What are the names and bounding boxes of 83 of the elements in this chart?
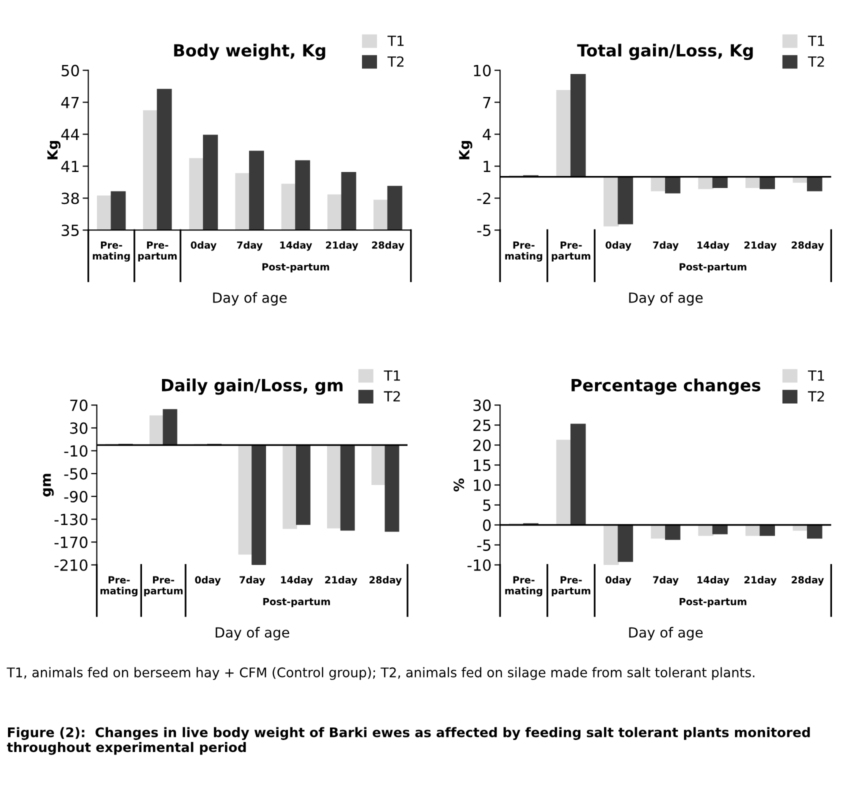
y-tick-label: 44 <box>61 128 80 140</box>
legend-label: T2 <box>384 391 400 402</box>
x-tick-label: 28day <box>792 241 824 251</box>
x-tick-label: 0day <box>195 576 221 586</box>
legend-label: T1 <box>384 370 400 381</box>
x-tick-label: Pre- mating <box>92 242 130 262</box>
y-tick-label: -5 <box>477 224 490 236</box>
y-tick-label: 20 <box>473 440 491 452</box>
legend-label: T2 <box>808 391 824 402</box>
x-tick-label: 7day <box>653 241 679 251</box>
x-tick-label: 7day <box>653 576 679 586</box>
x-tick-label: 28day <box>372 241 404 251</box>
y-tick-label: 38 <box>62 192 79 204</box>
y-tick-label: 41 <box>61 160 79 172</box>
x-tick-label: 7day <box>240 576 266 586</box>
legend-label: T2 <box>808 56 824 67</box>
y-tick-label: 15 <box>474 460 490 472</box>
x-tick-label: Pre- partum <box>144 576 183 596</box>
x-tick-label: 28day <box>792 576 824 586</box>
chart-title: Total gain/Loss, Kg <box>577 44 753 60</box>
y-tick-label: 7 <box>483 96 490 108</box>
chart-title: Daily gain/Loss, gm <box>162 378 343 395</box>
x-tick-label: Pre- mating <box>100 576 138 596</box>
y-tick-label: 5 <box>483 500 490 511</box>
y-tick-label: -10 <box>468 559 491 571</box>
x-tick-label: 14day <box>281 576 313 586</box>
x-tick-label: 7day <box>237 241 263 251</box>
y-axis-title: gm <box>43 474 54 497</box>
x-tick-label: Pre- mating <box>505 576 542 596</box>
text: T1, animals fed on berseem hay + CFM (Control group); T2, animals fed on silage made from salt tolerant plants. <box>6 667 754 680</box>
x-tick-label: Pre- partum <box>552 576 590 596</box>
legend-label: T2 <box>388 56 404 67</box>
x-tick-label: 14day <box>697 576 730 586</box>
legend-label: T1 <box>388 36 404 46</box>
y-tick-label: -5 <box>477 540 490 551</box>
text: Figure (2): Changes in live body weight of Barki ewes as affected by feeding salt tolerant plants monitored throughout experimental period <box>6 727 810 755</box>
y-tick-label: 35 <box>62 224 79 236</box>
x-tick-label: 0day <box>606 576 632 586</box>
x-tick-label: 0day <box>190 241 216 251</box>
y-tick-label: 10 <box>474 64 491 76</box>
y-tick-label: -50 <box>64 468 88 480</box>
y-tick-label: -170 <box>54 536 88 548</box>
y-tick-label: 4 <box>482 128 491 140</box>
legend-label: T1 <box>808 370 824 381</box>
x-tick-label: 28day <box>370 576 402 586</box>
text: Post-partum <box>680 598 746 608</box>
x-axis-title: Day of age <box>216 626 290 640</box>
y-tick-label: -2 <box>477 192 490 204</box>
chart-title: Percentage changes <box>572 378 760 395</box>
x-tick-label: 21day <box>326 241 358 251</box>
x-tick-label: Pre- mating <box>505 242 542 262</box>
x-tick-label: 0day <box>606 241 632 251</box>
legend-label: T1 <box>808 36 824 46</box>
y-tick-label: 70 <box>70 400 88 412</box>
x-tick-label: Pre- partum <box>552 242 590 262</box>
y-tick-label: 30 <box>70 422 88 434</box>
x-tick-label: Pre- partum <box>138 242 177 262</box>
y-tick-label: -10 <box>64 445 88 457</box>
y-tick-label: 47 <box>61 96 79 108</box>
x-tick-label: 21day <box>744 576 777 586</box>
x-axis-title: Day of age <box>213 292 287 306</box>
text: Post-partum <box>262 263 330 272</box>
x-tick-label: 21day <box>325 576 358 586</box>
y-tick-label: 25 <box>473 420 490 432</box>
x-tick-label: 14day <box>280 241 312 251</box>
y-axis-title: Kg <box>459 141 472 160</box>
x-tick-label: 14day <box>697 241 730 251</box>
y-tick-label: -90 <box>64 490 88 502</box>
y-axis-title: % <box>454 478 464 492</box>
y-tick-label: 50 <box>62 64 79 76</box>
x-tick-label: 21day <box>744 241 777 251</box>
y-tick-label: -130 <box>54 514 88 526</box>
text: Post-partum <box>263 598 330 608</box>
chart-title: Body weight, Kg <box>174 44 326 60</box>
x-axis-title: Day of age <box>629 292 703 306</box>
x-axis-title: Day of age <box>629 626 703 640</box>
y-tick-label: 1 <box>484 160 490 172</box>
y-tick-label: 0 <box>483 519 491 531</box>
y-axis-title: Kg <box>47 141 61 160</box>
text: Post-partum <box>680 263 746 272</box>
y-tick-label: 30 <box>473 400 491 412</box>
y-tick-label: -210 <box>54 559 88 571</box>
y-tick-label: 10 <box>474 479 491 492</box>
